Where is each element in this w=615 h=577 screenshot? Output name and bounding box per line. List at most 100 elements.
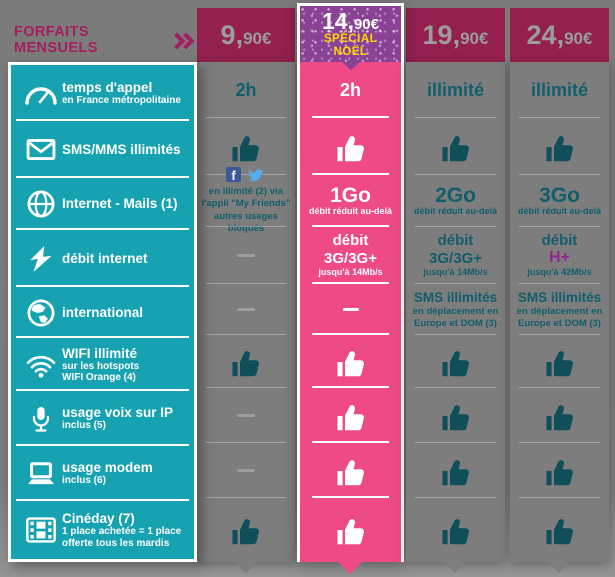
twitter-icon[interactable] <box>246 167 266 183</box>
cell-sms <box>406 118 505 175</box>
earth-icon <box>20 298 62 328</box>
dash-icon <box>237 308 255 311</box>
plan-column-2490: illimité 3Go débit réduit au-delà débit … <box>510 62 609 562</box>
plan-header-2490[interactable]: 24,90€ <box>510 8 609 71</box>
cell-modem <box>197 443 295 498</box>
dash-icon <box>237 414 255 417</box>
cell-modem <box>510 443 609 498</box>
laptop-icon <box>20 461 62 486</box>
feature-cineday: Cinéday (7) 1 place achetée = 1 place offe… <box>11 501 194 559</box>
thumbs-up-icon <box>442 519 469 545</box>
thumbs-up-icon <box>546 350 573 376</box>
cell-wifi <box>406 335 505 388</box>
header-notch <box>341 62 360 70</box>
thumbs-up-icon <box>337 350 364 376</box>
thumbs-up-icon <box>442 404 469 430</box>
plan-column-1490-special: 14,90€ SPÉCIAL NOËL 2h 1Go débit réduit … <box>297 3 404 562</box>
thumbs-up-icon <box>442 350 469 376</box>
table-title: FORFAITS MENSUELS <box>14 24 195 56</box>
badge-noel: NOËL <box>333 45 368 58</box>
double-chevron-icon <box>168 32 195 49</box>
cell-cineday <box>197 498 295 562</box>
column-tail <box>338 562 362 574</box>
thumbs-up-icon <box>546 519 573 545</box>
column-tail <box>234 561 258 573</box>
cell-calls: 2h <box>197 62 295 118</box>
thumbs-up-icon <box>337 404 364 430</box>
thumbs-up-icon <box>546 459 573 485</box>
cell-international: SMS illimités en déplacement en Europe e… <box>510 284 609 335</box>
plan-header-990[interactable]: 9,90€ <box>197 8 295 71</box>
thumbs-up-icon <box>546 404 573 430</box>
cell-cineday <box>300 498 401 562</box>
feature-calls: temps d'appel en France métropolitaine <box>11 65 194 121</box>
cell-cineday <box>510 498 609 562</box>
cell-debit: débit H+ jusqu'à 42Mb/s <box>510 227 609 284</box>
facebook-icon[interactable]: f <box>226 167 241 183</box>
feature-wifi: WIFI illimité sur les hotspots WIFI Orange… <box>11 338 194 391</box>
plan-cells: illimité 2Go débit réduit au-delà débit … <box>406 62 505 562</box>
cell-international <box>300 284 401 335</box>
cell-modem <box>406 443 505 498</box>
thumbs-up-icon <box>442 135 469 161</box>
plan-cells: 2h 1Go débit réduit au-delà débit 3G/3G+… <box>300 62 401 562</box>
cell-internet: 1Go débit réduit au-delà <box>300 175 401 227</box>
thumbs-up-icon <box>337 519 364 545</box>
thumbs-up-icon <box>337 459 364 485</box>
plan-column-1990: illimité 2Go débit réduit au-delà débit … <box>406 62 505 562</box>
cell-wifi <box>510 335 609 388</box>
thumbs-up-icon <box>442 459 469 485</box>
film-icon <box>20 517 62 543</box>
column-tail <box>547 561 571 573</box>
lightning-icon <box>20 245 62 273</box>
cell-calls: illimité <box>510 62 609 118</box>
cell-international: SMS illimités en déplacement en Europe e… <box>406 284 505 335</box>
cell-sms <box>197 118 295 175</box>
cell-internet: 2Go débit réduit au-delà <box>406 175 505 227</box>
plan-cells: 2h f en illimité (2) via l'appli "My Fri… <box>197 62 295 562</box>
feature-voip: usage voix sur IP inclus (5) <box>11 391 194 446</box>
cell-sms <box>300 118 401 175</box>
cell-wifi <box>300 335 401 388</box>
cell-internet: 3Go débit réduit au-delà <box>510 175 609 227</box>
thumbs-up-icon <box>232 519 259 545</box>
cell-debit <box>197 227 295 284</box>
cell-international <box>197 284 295 335</box>
feature-international: international <box>11 287 194 338</box>
gauge-icon <box>20 82 62 105</box>
cell-voip <box>197 388 295 443</box>
features-sidebar: temps d'appel en France métropolitaine SM… <box>8 62 197 562</box>
column-tail <box>443 561 467 573</box>
feature-sms: SMS/MMS illimités <box>11 121 194 178</box>
price: 19,90€ <box>422 19 489 50</box>
thumbs-up-icon <box>546 135 573 161</box>
web-globe-icon <box>20 189 62 219</box>
dash-icon <box>342 308 359 311</box>
cell-modem <box>300 443 401 498</box>
plan-column-990: 2h f en illimité (2) via l'appli "My Fri… <box>197 62 295 562</box>
thumbs-up-icon <box>232 350 259 376</box>
envelope-icon <box>20 139 62 160</box>
cell-voip <box>510 388 609 443</box>
cell-cineday <box>406 498 505 562</box>
feature-modem: usage modem inclus (6) <box>11 446 194 501</box>
cell-voip <box>300 388 401 443</box>
dash-icon <box>237 469 255 472</box>
thumbs-up-icon <box>232 135 259 161</box>
badge-special: SPÉCIAL <box>323 32 378 45</box>
plan-header-1490[interactable]: 14,90€ SPÉCIAL NOËL <box>300 6 401 70</box>
wifi-icon <box>20 352 62 378</box>
plan-header-1990[interactable]: 19,90€ <box>406 8 505 71</box>
cell-calls: 2h <box>300 62 401 118</box>
price: 14,90€ <box>321 7 379 34</box>
feature-debit: débit internet <box>11 230 194 287</box>
cell-internet: f en illimité (2) via l'appli "My Friend… <box>197 167 295 234</box>
cell-sms <box>510 118 609 175</box>
cell-debit: débit 3G/3G+ jusqu'à 14Mb/s <box>406 227 505 284</box>
price: 24,90€ <box>526 19 593 50</box>
dash-icon <box>237 254 255 257</box>
cell-wifi <box>197 335 295 388</box>
cell-debit: débit 3G/3G+ jusqu'à 14Mb/s <box>300 227 401 284</box>
feature-internet: Internet - Mails (1) <box>11 178 194 230</box>
